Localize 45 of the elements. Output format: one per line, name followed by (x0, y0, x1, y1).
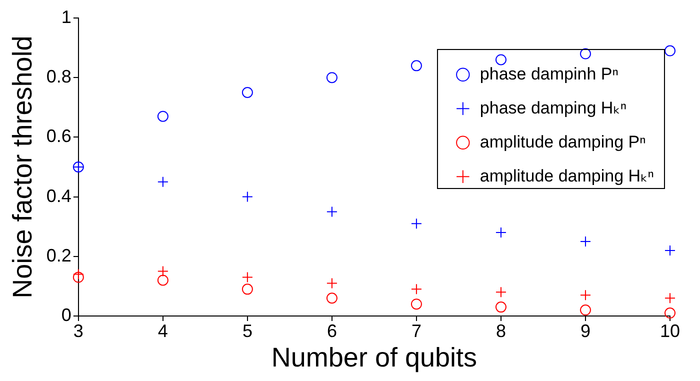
point (242, 191, 253, 202)
point (157, 274, 168, 286)
point (580, 48, 591, 60)
x-tick-label: 7 (411, 320, 422, 341)
point (72, 272, 84, 283)
point (242, 284, 253, 295)
point (157, 266, 168, 277)
x-tick-label: 5 (242, 320, 252, 341)
legend-label: phase dampinh Pⁿ (480, 64, 618, 84)
legend-label: amplitude damping Hₖⁿ (480, 166, 654, 186)
y-tick-label: 0 (61, 304, 72, 325)
point (410, 60, 422, 72)
point (664, 45, 676, 56)
x-tick-label: 6 (326, 320, 337, 341)
point (326, 206, 338, 218)
legend-label: phase damping Hₖⁿ (480, 98, 627, 118)
x-tick-label: 8 (496, 320, 506, 341)
y-tick-label: 1 (61, 6, 72, 27)
x-axis-title: Number of qubits (271, 342, 478, 372)
x-tick-label: 10 (660, 320, 680, 341)
point (580, 290, 591, 301)
point (326, 292, 338, 304)
point (580, 304, 591, 316)
y-axis-title: Noise factor threshold (8, 36, 38, 298)
x-tick-label: 3 (73, 320, 84, 341)
y-tick-label: 0.2 (46, 245, 72, 266)
y-tick-label: 0.4 (46, 186, 72, 206)
x-tick-label: 9 (580, 320, 590, 341)
point (495, 286, 506, 298)
y-tick-label: 0.8 (46, 66, 72, 87)
point (326, 278, 338, 289)
point (410, 218, 422, 230)
point (410, 284, 422, 295)
point (495, 302, 506, 313)
point (242, 272, 253, 283)
point (410, 298, 422, 310)
point (157, 110, 168, 122)
point (664, 308, 676, 319)
point (157, 176, 168, 188)
y-tick-label: 0.6 (46, 126, 72, 146)
x-tick-label: 4 (158, 320, 168, 341)
point (326, 72, 338, 84)
point (242, 87, 253, 98)
point (495, 54, 506, 66)
legend-label: amplitude damping Pⁿ (480, 132, 646, 152)
